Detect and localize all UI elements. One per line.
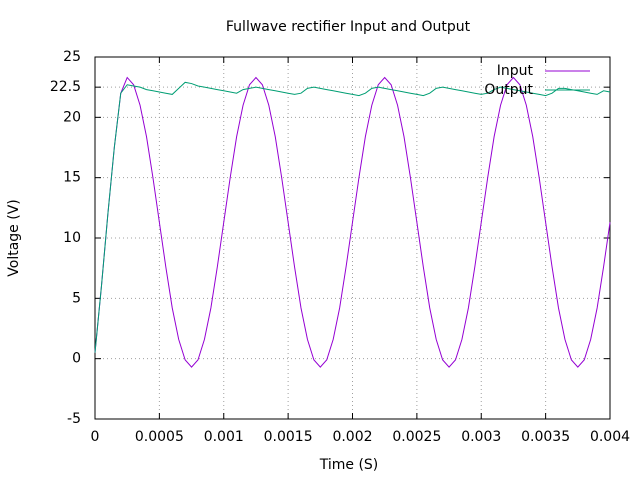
y-tick-label: 10 (63, 230, 81, 246)
series-line (94, 81, 611, 353)
y-tick-label: 0 (72, 351, 81, 367)
y-tick-label: -5 (67, 411, 81, 427)
x-tick-label: 0.0015 (264, 429, 313, 445)
x-tick-label: 0.0005 (135, 429, 184, 445)
x-axis-label: Time (S) (319, 457, 379, 473)
x-tick-label: 0.003 (461, 429, 501, 445)
x-tick-label: 0.0025 (392, 429, 441, 445)
x-tick-label: 0.001 (204, 429, 244, 445)
legend-label: Output (484, 82, 533, 98)
series-line (94, 76, 611, 368)
x-tick-label: 0.0035 (521, 429, 570, 445)
y-tick-label: 5 (72, 290, 81, 306)
chart-title: Fullwave rectifier Input and Output (226, 19, 471, 35)
y-tick-label: 25 (63, 49, 81, 65)
y-tick-label: 22.5 (50, 79, 81, 95)
y-tick-label: 20 (63, 109, 81, 125)
y-axis-label: Voltage (V) (6, 199, 22, 276)
x-tick-label: 0.004 (590, 429, 630, 445)
x-tick-label: 0 (91, 429, 100, 445)
plot-border (94, 56, 611, 420)
y-tick-label: 15 (63, 170, 81, 186)
legend-label: Input (497, 63, 534, 79)
x-tick-label: 0.002 (332, 429, 372, 445)
